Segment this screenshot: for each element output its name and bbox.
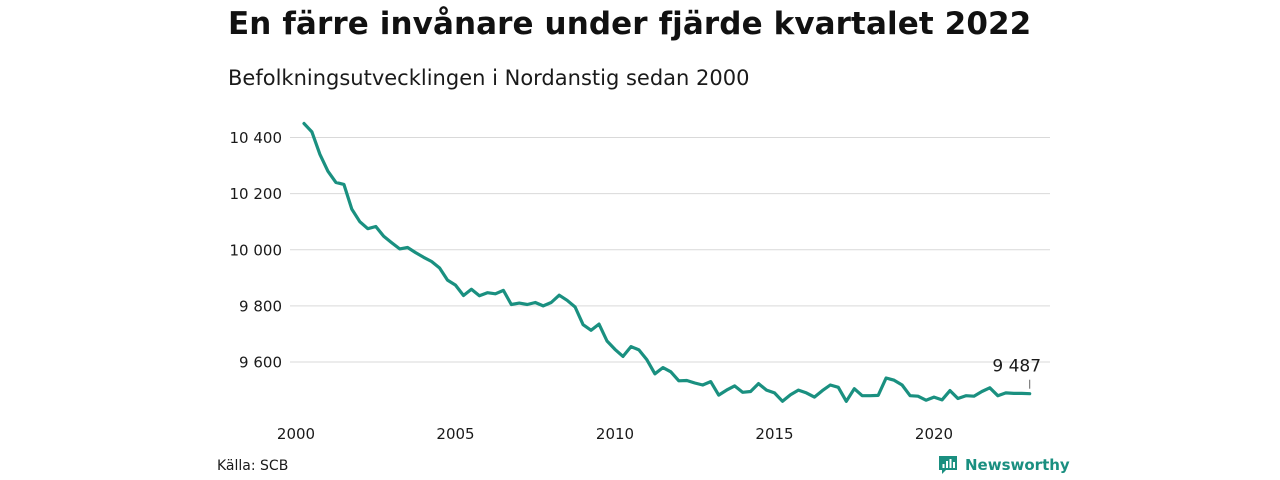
y-tick-label: 10 000 (230, 241, 283, 259)
y-tick-label: 10 200 (230, 185, 283, 203)
y-tick-label: 10 400 (230, 129, 283, 147)
x-axis-tick-labels: 2000 2005 2010 2015 2020 (277, 425, 953, 443)
population-line (302, 121, 1032, 403)
end-value-label: 9 487 (992, 357, 1041, 377)
newsworthy-logo[interactable]: Newsworthy (937, 454, 1070, 476)
x-tick-label: 2015 (755, 425, 793, 443)
x-tick-label: 2005 (436, 425, 474, 443)
grid-lines (290, 137, 1050, 363)
y-tick-label: 9 800 (239, 297, 282, 315)
chart-title: En färre invånare under fjärde kvartalet… (228, 6, 1032, 42)
x-tick-label: 2000 (277, 425, 315, 443)
y-axis-tick-labels: 9 600 9 800 10 000 10 200 10 400 (230, 129, 283, 372)
x-tick-label: 2020 (915, 425, 953, 443)
newsworthy-chart-icon (939, 456, 957, 474)
chart-subtitle: Befolkningsutvecklingen i Nordanstig sed… (228, 66, 750, 90)
y-tick-label: 9 600 (239, 354, 282, 372)
source-note: Källa: SCB (217, 458, 289, 474)
brand-name: Newsworthy (965, 456, 1070, 474)
x-tick-label: 2010 (596, 425, 634, 443)
